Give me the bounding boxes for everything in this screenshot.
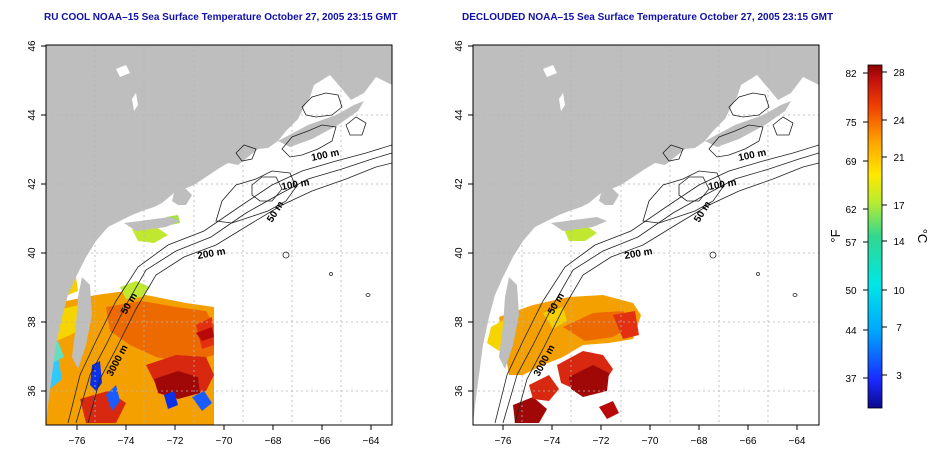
contour-label: 50 m: [265, 199, 286, 224]
contour-label: 100 m: [281, 177, 311, 193]
left-map-panel: 100 m 100 m 50 m 200 m 50 m 3000 m: [45, 44, 393, 426]
celsius-tick: 14: [893, 237, 905, 248]
right-x-axis: −76 −74 −72 −70 −68 −66 −64: [495, 425, 806, 447]
x-tick-label: −64: [789, 436, 806, 447]
x-tick-label: −76: [69, 436, 86, 447]
temperature-colorbar: 82 75 69 62 57 50 44 37 28 24 21 17 14 1…: [828, 64, 930, 409]
celsius-unit-label: °C: [915, 229, 930, 244]
left-x-axis: −76 −74 −72 −70 −68 −66 −64: [69, 425, 380, 447]
y-tick-label: 46: [27, 40, 38, 52]
y-tick-label: 36: [454, 385, 465, 397]
x-tick-label: −68: [691, 436, 708, 447]
x-tick-label: −76: [495, 436, 512, 447]
y-tick-label: 38: [454, 316, 465, 328]
celsius-tick: 3: [896, 371, 902, 382]
right-y-axis: 46 44 42 40 38 36: [454, 40, 473, 397]
x-tick-label: −70: [216, 436, 233, 447]
contour-label: 100 m: [708, 177, 738, 193]
x-tick-label: −72: [593, 436, 610, 447]
fahrenheit-tick: 69: [845, 157, 857, 168]
y-tick-label: 38: [27, 316, 38, 328]
y-tick-label: 46: [454, 40, 465, 52]
left-panel-title: RU COOL NOAA–15 Sea Surface Temperature …: [44, 12, 398, 23]
x-tick-label: −66: [740, 436, 757, 447]
right-map-panel: 100 m 100 m 50 m 200 m 50 m 3000 m: [472, 44, 820, 426]
x-tick-label: −74: [118, 436, 135, 447]
y-tick-label: 36: [27, 385, 38, 397]
y-tick-label: 40: [27, 247, 38, 259]
celsius-tick: 24: [893, 116, 905, 127]
fahrenheit-tick: 62: [845, 205, 857, 216]
fahrenheit-tick: 82: [845, 69, 857, 80]
right-panel-title: DECLOUDED NOAA–15 Sea Surface Temperatur…: [462, 12, 834, 23]
x-tick-label: −64: [363, 436, 380, 447]
fahrenheit-tick: 50: [845, 286, 857, 297]
fahrenheit-tick: 75: [845, 118, 857, 129]
fahrenheit-tick: 57: [845, 238, 857, 249]
contour-label: 200 m: [624, 246, 654, 262]
contour-label: 50 m: [692, 199, 713, 224]
celsius-tick: 7: [896, 323, 902, 334]
y-tick-label: 42: [27, 178, 38, 190]
y-tick-label: 44: [27, 109, 38, 121]
y-tick-label: 44: [454, 109, 465, 121]
fahrenheit-unit-label: °F: [828, 229, 843, 242]
x-tick-label: −72: [167, 436, 184, 447]
fahrenheit-tick: 37: [845, 374, 857, 385]
contour-label: 200 m: [197, 246, 227, 262]
celsius-tick: 10: [893, 286, 905, 297]
fahrenheit-tick: 44: [845, 326, 857, 337]
x-tick-label: −74: [544, 436, 561, 447]
x-tick-label: −70: [642, 436, 659, 447]
x-tick-label: −66: [314, 436, 331, 447]
celsius-tick: 28: [893, 68, 905, 79]
x-tick-label: −68: [265, 436, 282, 447]
celsius-tick: 21: [893, 153, 905, 164]
left-y-axis: 46 44 42 40 38 36: [27, 40, 46, 397]
y-tick-label: 40: [454, 247, 465, 259]
celsius-tick: 17: [893, 201, 905, 212]
y-tick-label: 42: [454, 178, 465, 190]
